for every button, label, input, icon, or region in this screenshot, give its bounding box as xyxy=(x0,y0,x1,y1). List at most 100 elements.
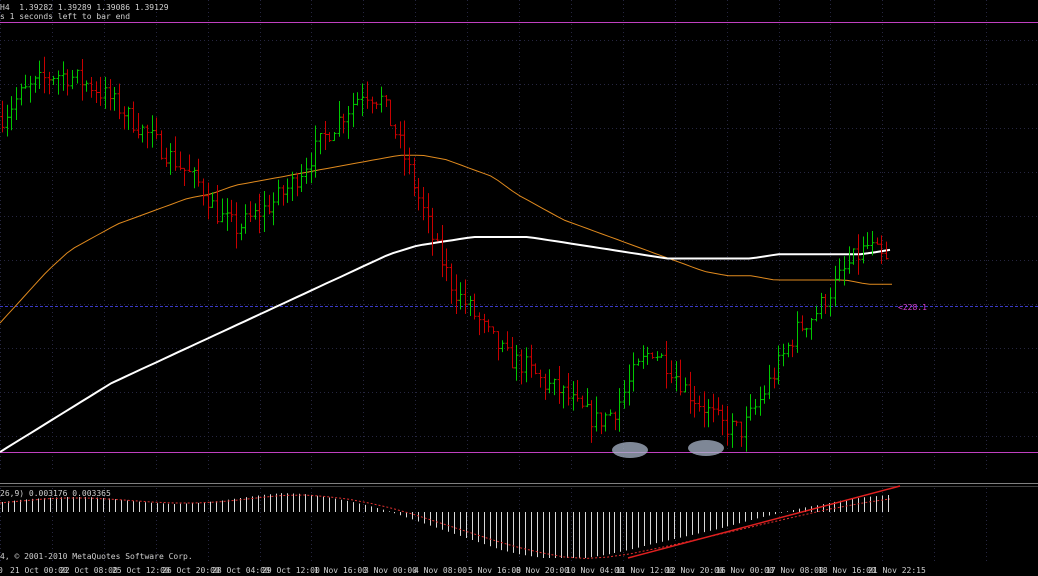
ohlc-bar xyxy=(589,400,594,443)
ohlc-bar xyxy=(351,92,356,128)
ohlc-bar xyxy=(486,319,491,333)
ohlc-bar xyxy=(561,385,566,409)
ohlc-bar xyxy=(402,120,407,176)
ohlc-bar xyxy=(182,167,187,187)
ohlc-bar xyxy=(220,198,225,223)
ohlc-bar xyxy=(608,409,613,416)
ohlc-bar xyxy=(641,345,646,369)
ohlc-bar xyxy=(267,194,272,215)
ohlc-bar xyxy=(767,364,772,400)
ohlc-bar xyxy=(271,192,276,226)
ohlc-bar xyxy=(603,412,608,432)
ohlc-bar xyxy=(781,343,786,367)
ohlc-bar xyxy=(472,293,477,320)
ohlc-bar xyxy=(19,83,24,106)
ohlc-bar xyxy=(323,121,328,150)
ohlc-bar xyxy=(229,199,234,223)
ohlc-bar xyxy=(496,331,501,361)
ohlc-bar xyxy=(650,352,655,359)
ohlc-bar xyxy=(407,147,412,175)
ohlc-bar xyxy=(790,339,795,358)
ohlc-bar xyxy=(346,105,351,139)
time-axis-tick-label: 26 Oct 20:00 xyxy=(162,566,220,575)
ohlc-bar xyxy=(884,241,889,260)
ohlc-bar xyxy=(720,404,725,436)
ohlc-bar xyxy=(28,75,33,103)
time-axis-tick-label: 17 Nov 08:00 xyxy=(766,566,824,575)
ohlc-bar xyxy=(243,204,248,234)
ohlc-bar xyxy=(416,177,421,211)
ohlc-bar xyxy=(505,331,510,351)
ohlc-bar xyxy=(355,92,360,106)
time-axis-tick-label: 18 Nov 16:00 xyxy=(818,566,876,575)
ohlc-bar xyxy=(122,106,127,130)
time-axis-tick-label: 3 Nov 00:00 xyxy=(364,566,417,575)
symbol-ohlc-readout: H4 1.39282 1.39289 1.39086 1.39129 xyxy=(0,3,169,12)
ohlc-bar xyxy=(112,86,117,111)
ohlc-bar xyxy=(117,83,122,120)
ohlc-bar xyxy=(449,263,454,304)
ohlc-bar xyxy=(150,115,155,148)
ohlc-bar xyxy=(468,295,473,316)
ohlc-bar xyxy=(580,395,585,409)
ohlc-bar xyxy=(70,69,75,90)
ohlc-bar xyxy=(56,70,61,95)
ohlc-bar xyxy=(674,361,679,392)
ohlc-bar xyxy=(463,279,468,314)
bar-timer-readout: s 1 seconds left to bar end xyxy=(0,12,131,21)
ohlc-bar xyxy=(739,421,744,447)
ohlc-bar xyxy=(716,397,721,416)
time-axis-tick-label: 28 Oct 04:00 xyxy=(212,566,270,575)
ohlc-bar xyxy=(823,294,828,314)
ohlc-bar xyxy=(711,393,716,423)
ohlc-bar xyxy=(94,81,99,104)
ohlc-bar xyxy=(856,234,861,275)
ohlc-bar xyxy=(454,274,459,315)
ohlc-bar xyxy=(575,379,580,402)
ohlc-bar xyxy=(299,164,304,192)
ohlc-bar xyxy=(706,399,711,428)
ohlc-bar xyxy=(37,60,42,90)
ohlc-bar xyxy=(9,96,14,131)
ohlc-bar xyxy=(795,311,800,353)
ohlc-bar xyxy=(360,83,365,117)
ohlc-bar xyxy=(206,182,211,220)
ohlc-bar xyxy=(136,113,141,139)
ohlc-bar xyxy=(281,185,286,206)
time-axis-tick-label: 29 Oct 12:00 xyxy=(262,566,320,575)
ohlc-bar xyxy=(168,143,173,175)
ohlc-bar xyxy=(622,380,627,409)
macd-signal-line xyxy=(0,494,891,560)
ohlc-bar xyxy=(290,171,295,202)
ohlc-bar xyxy=(594,396,599,432)
ohlc-bar xyxy=(201,178,206,206)
time-axis-tick-label: 5 Nov 16:00 xyxy=(468,566,521,575)
ohlc-bar xyxy=(430,207,435,256)
ohlc-bar xyxy=(248,201,253,222)
ohlc-bar xyxy=(426,193,431,234)
ohlc-bar xyxy=(744,406,749,452)
ohlc-bar xyxy=(225,198,230,231)
ohlc-bar xyxy=(412,157,417,197)
ohlc-bar xyxy=(337,100,342,137)
ohlc-bar xyxy=(47,71,52,95)
ohlc-bar xyxy=(552,378,557,396)
ohlc-bar xyxy=(659,353,664,358)
ohlc-bar xyxy=(697,395,702,412)
copyright-text: 4, © 2001-2010 MetaQuotes Software Corp. xyxy=(0,552,193,561)
ohlc-bar xyxy=(702,391,707,428)
ohlc-bar xyxy=(547,369,552,394)
ohlc-bar xyxy=(178,151,183,171)
double-bottom-marker-right xyxy=(688,440,724,456)
ohlc-bar xyxy=(435,233,440,242)
ohlc-bar xyxy=(543,373,548,400)
ohlc-bar xyxy=(89,77,94,98)
ohlc-bar xyxy=(239,223,244,241)
time-axis-tick-label: 11 Nov 12:00 xyxy=(616,566,674,575)
ohlc-bar xyxy=(683,377,688,393)
ohlc-bar xyxy=(814,305,819,322)
ohlc-bar xyxy=(84,80,89,92)
ohlc-bar xyxy=(262,190,267,232)
